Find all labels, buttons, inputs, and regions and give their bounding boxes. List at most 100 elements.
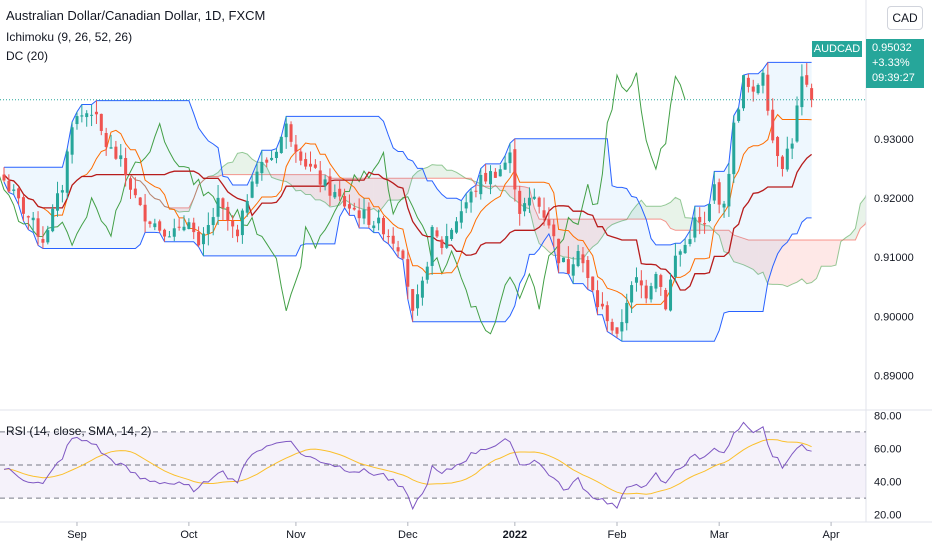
price-tick-label: 0.89000 — [874, 370, 914, 382]
rsi-label[interactable]: RSI (14, close, SMA, 14, 2) — [6, 424, 152, 438]
cloud-segment — [568, 219, 574, 259]
time-tick-label: Dec — [398, 529, 418, 541]
cloud-segment — [787, 240, 793, 287]
candle-body — [732, 122, 736, 175]
candle-body — [284, 123, 288, 138]
candle-body — [367, 206, 371, 225]
ichimoku-label[interactable]: Ichimoku (9, 26, 52, 26) — [6, 30, 133, 44]
candle-body — [333, 192, 337, 198]
candle-body — [737, 109, 741, 122]
cloud-segment — [563, 219, 569, 258]
candle-body — [688, 239, 692, 244]
candle-body — [396, 247, 400, 252]
candle-body — [299, 151, 303, 161]
candle-body — [430, 226, 434, 266]
cloud-segment — [300, 174, 306, 195]
price-pane — [0, 61, 919, 342]
candle-body — [498, 169, 502, 177]
candle-body — [192, 222, 196, 233]
candle-body — [386, 236, 390, 238]
candle-body — [17, 188, 21, 199]
candle-body — [780, 156, 784, 169]
candle-body — [484, 172, 488, 182]
chart-title: Australian Dollar/Canadian Dollar, 1D, F… — [6, 8, 266, 23]
candle-body — [523, 203, 527, 212]
cloud-segment — [573, 219, 579, 259]
candle-body — [270, 157, 274, 160]
candle-body — [527, 197, 531, 206]
candle-body — [435, 230, 439, 237]
candle-body — [352, 207, 356, 210]
candle-body — [381, 217, 385, 235]
candle-body — [143, 204, 147, 222]
cloud-segment — [427, 164, 433, 179]
candle-body — [308, 163, 313, 167]
cloud-segment — [349, 178, 355, 207]
leading-span-b — [130, 174, 866, 241]
cloud-segment — [597, 219, 603, 244]
candle-body — [581, 254, 585, 264]
candle-body — [260, 162, 264, 174]
price-tick-label: 0.91000 — [874, 252, 914, 264]
last-price: 0.95032 — [872, 42, 912, 54]
candle-body — [790, 143, 794, 149]
candle-body — [65, 151, 69, 193]
cloud-segment — [655, 206, 661, 220]
time-tick-label: 2022 — [503, 529, 527, 541]
candle-body — [785, 148, 789, 170]
cloud-segment — [914, 153, 919, 202]
price-change: +3.33% — [872, 57, 910, 69]
candle-body — [114, 146, 118, 159]
rsi-tick-label: 20.00 — [874, 510, 902, 522]
candle-body — [469, 191, 473, 203]
bar-countdown: 09:39:27 — [872, 72, 915, 84]
cloud-segment — [811, 240, 817, 283]
candle-body — [644, 285, 648, 299]
candle-body — [673, 255, 677, 278]
candle-body — [440, 239, 444, 248]
time-tick-label: Sep — [67, 529, 87, 541]
candle-body — [289, 124, 293, 142]
candle-body — [313, 164, 317, 168]
cloud-segment — [354, 178, 360, 208]
candle-body — [698, 216, 702, 223]
candle-body — [605, 305, 609, 322]
candle-body — [800, 76, 804, 108]
cloud-segment — [767, 240, 773, 285]
cloud-segment — [373, 178, 379, 213]
currency-button[interactable]: CAD — [887, 6, 923, 30]
cloud-segment — [446, 170, 452, 179]
candle-body — [707, 203, 711, 221]
cloud-segment — [801, 240, 807, 284]
candle-body — [36, 218, 40, 237]
cloud-segment — [359, 178, 365, 210]
candle-body — [649, 286, 653, 300]
cloud-segment — [368, 178, 374, 211]
cloud-segment — [383, 178, 389, 207]
cloud-segment — [578, 219, 583, 259]
cloud-segment — [232, 153, 238, 175]
candle-body — [158, 221, 162, 231]
cloud-segment — [184, 207, 189, 212]
candle-body — [124, 158, 128, 175]
candle-body — [128, 178, 133, 190]
donchian-label[interactable]: DC (20) — [6, 49, 49, 63]
cloud-segment — [544, 219, 549, 252]
cloud-segment — [772, 240, 778, 285]
candle-body — [766, 74, 770, 111]
donchian-band — [4, 62, 812, 342]
cloud-segment — [831, 240, 836, 267]
candle-body — [182, 226, 186, 231]
candle-body — [561, 257, 566, 263]
cloud-segment — [762, 240, 768, 284]
candle-body — [7, 180, 11, 192]
cloud-segment — [227, 162, 233, 175]
candle-body — [401, 250, 405, 259]
candle-body — [41, 239, 45, 243]
cloud-segment — [806, 240, 812, 284]
leading-span-a — [130, 151, 866, 288]
cloud-segment — [660, 204, 666, 222]
cloud-segment — [334, 178, 340, 207]
candle-body — [90, 114, 94, 116]
